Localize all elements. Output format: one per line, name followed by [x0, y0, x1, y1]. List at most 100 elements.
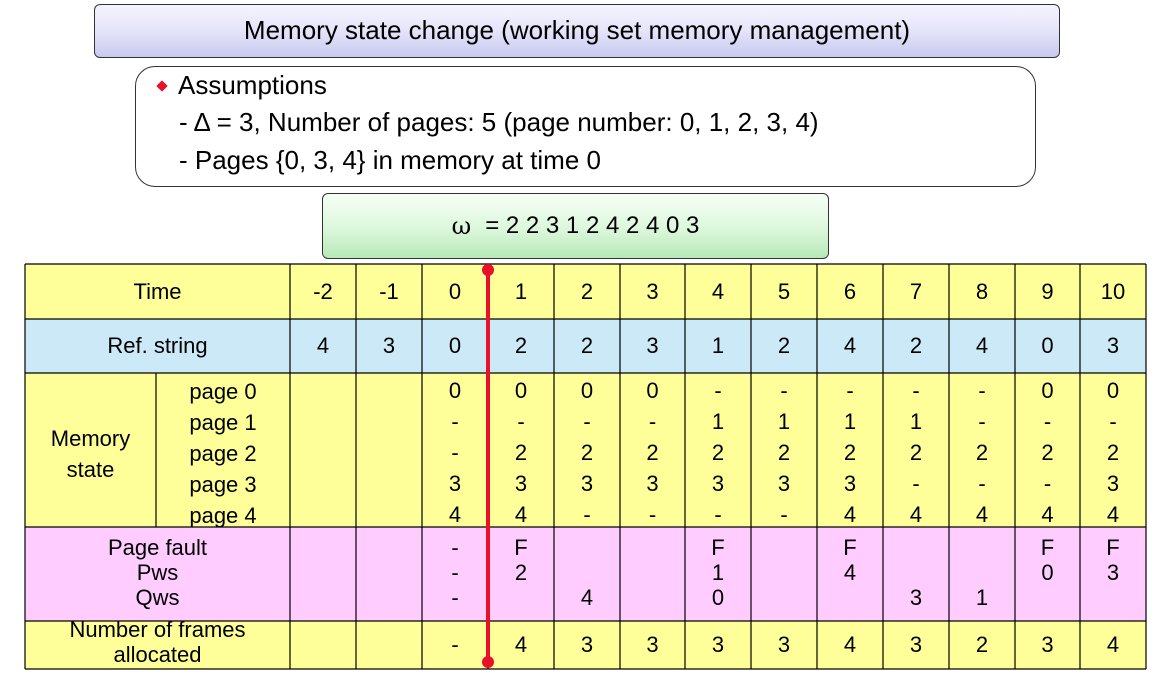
fault-value-2-2: -: [451, 585, 459, 610]
row-band-1: [25, 319, 1146, 373]
page-label-4: page 4: [189, 503, 257, 528]
memory-value-1-2: [386, 437, 392, 468]
memory-value-0-1: [320, 406, 326, 437]
memory-value-1-3: [386, 468, 392, 499]
memory-value-6-3: 3: [711, 471, 725, 496]
ref-cell-1: 3: [382, 333, 396, 358]
ref-row-label: Ref. string: [107, 333, 208, 358]
assumptions-heading: Assumptions: [156, 70, 327, 101]
memory-value-5-4: -: [648, 502, 657, 527]
memory-value-5-1: -: [648, 409, 657, 434]
page-label-1: page 1: [189, 410, 257, 435]
time-cell-10: 8: [975, 278, 989, 304]
time-cell-2: 0: [448, 278, 462, 304]
memory-cell-1: [356, 373, 422, 527]
frames-cell-7: 3: [777, 632, 791, 657]
memory-value-1-1: [386, 406, 392, 437]
frames-cell-1: [356, 621, 422, 669]
fault-value-6-0: F: [711, 535, 725, 560]
frames-cell-3: 4: [514, 632, 528, 657]
assumptions-box: Assumptions - Δ = 3, Number of pages: 5 …: [135, 66, 1036, 187]
memory-value-11-2: 2: [1041, 440, 1054, 465]
row-band-4: [25, 621, 1146, 669]
frames-cell-8: 4: [843, 632, 857, 657]
time-cell-12: 10: [1100, 278, 1126, 304]
memory-value-10-3: -: [978, 471, 986, 496]
ref-cell-11: 0: [1041, 333, 1054, 358]
time-zero-marker-bottom-dot: [482, 656, 494, 668]
time-cell-11: 9: [1041, 278, 1054, 304]
ref-cell-7: 2: [777, 333, 791, 358]
memory-value-7-1: 1: [777, 409, 791, 434]
memory-value-2-4: 4: [448, 502, 462, 527]
fault-value-2-0: -: [451, 535, 459, 560]
memory-value-0-3: [320, 468, 326, 499]
frames-cell-10: 2: [975, 632, 989, 657]
memory-value-2-3: 3: [448, 471, 462, 496]
time-row-label: Time: [133, 278, 182, 304]
memory-cell-2: 0 - - 3 4: [422, 373, 488, 527]
fault-value-10-2: 1: [975, 585, 989, 610]
memory-value-9-4: 4: [909, 502, 923, 527]
fault-value-7-2: [781, 585, 787, 610]
memory-value-6-4: -: [714, 502, 722, 527]
memory-value-12-2: 2: [1106, 440, 1120, 465]
memory-value-1-0: [386, 375, 392, 406]
fault-value-5-2: [649, 585, 655, 610]
fault-value-12-1: 3: [1106, 560, 1120, 585]
fault-value-1-2: [386, 585, 392, 610]
time-zero-marker-top-dot: [482, 264, 494, 276]
fault-value-7-1: [781, 560, 787, 585]
fault-value-8-0: F: [843, 535, 857, 560]
fault-value-6-2: 0: [711, 585, 725, 610]
fault-value-9-0: [913, 535, 919, 560]
memory-value-4-3: 3: [580, 471, 594, 496]
fault-value-4-2: 4: [580, 585, 594, 610]
time-cell-1: -1: [379, 278, 399, 304]
fault-cell-7: [751, 527, 817, 621]
fault-value-10-1: [979, 560, 985, 585]
time-cell-5: 3: [646, 278, 659, 304]
ref-cell-5: 3: [646, 333, 659, 358]
memory-value-5-3: 3: [646, 471, 659, 496]
fault-value-10-0: [979, 535, 985, 560]
pws-label: Pws: [136, 560, 179, 585]
memory-cell-5: 0 - 2 3 -: [620, 373, 685, 527]
memory-value-8-1: 1: [843, 409, 857, 434]
page-labels: page 0 page 1 page 2 page 3 page 4: [156, 374, 290, 531]
fault-cell-2: ---: [422, 527, 488, 621]
fault-value-3-1: 2: [514, 560, 528, 585]
fault-value-0-1: [320, 560, 326, 585]
page-title: Memory state change (working set memory …: [243, 14, 911, 45]
time-cell-6: 4: [711, 278, 725, 304]
memory-value-7-2: 2: [777, 440, 791, 465]
fault-value-1-0: [386, 535, 392, 560]
memory-value-4-2: 2: [580, 440, 594, 465]
ref-cell-0: 4: [316, 333, 330, 358]
memory-cell-12: 0 - 2 3 4: [1080, 373, 1146, 527]
omega-symbol: ω: [451, 212, 472, 240]
time-cell-7: 5: [777, 278, 791, 304]
fault-value-11-2: [1044, 585, 1050, 610]
row-band-0: [25, 264, 1146, 319]
memory-cell-10: - - 2 - 4: [949, 373, 1015, 527]
frames-cell-2: -: [451, 632, 459, 657]
fault-value-1-1: [386, 560, 392, 585]
memory-value-11-0: 0: [1041, 378, 1054, 403]
fault-cell-0: [290, 527, 356, 621]
fault-value-8-1: 4: [843, 560, 857, 585]
memory-value-5-0: 0: [646, 378, 659, 403]
memory-value-6-0: -: [714, 378, 722, 403]
time-cell-4: 2: [580, 278, 594, 304]
fault-value-5-0: [649, 535, 655, 560]
memory-cell-8: - 1 2 3 4: [817, 373, 883, 527]
fault-value-9-1: [913, 560, 919, 585]
frames-cell-11: 3: [1041, 632, 1054, 657]
fault-value-3-0: F: [514, 535, 528, 560]
memory-cell-3: 0 - 2 3 4: [488, 373, 554, 527]
memory-value-9-2: 2: [909, 440, 923, 465]
fault-value-12-0: F: [1106, 535, 1120, 560]
frames-cell-0: [290, 621, 356, 669]
